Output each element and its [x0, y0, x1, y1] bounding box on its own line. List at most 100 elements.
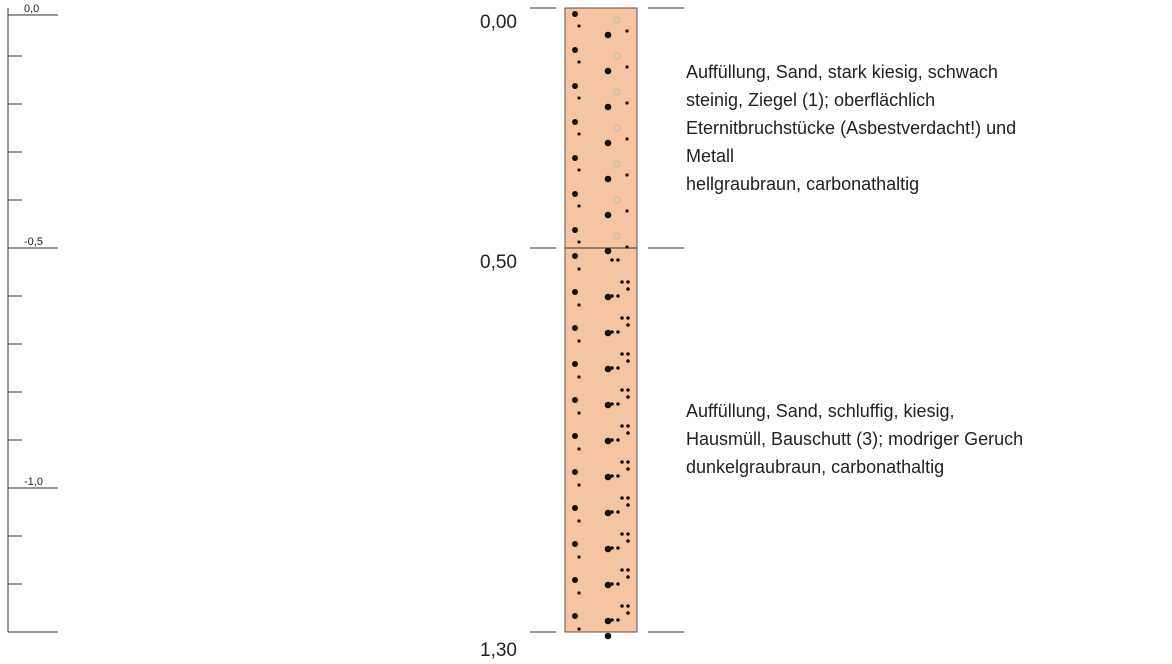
depth-label: 1,30 [480, 640, 517, 661]
gravel [577, 591, 580, 594]
gravel [625, 65, 628, 68]
silt [626, 568, 630, 572]
gravel [572, 289, 578, 295]
gravel [572, 361, 578, 367]
silt [626, 611, 630, 615]
scale-label: -1,0 [24, 476, 43, 488]
scale-minor-ticks [8, 56, 22, 584]
silt [610, 366, 614, 370]
gravel [577, 411, 580, 414]
silt [610, 438, 614, 442]
silt [626, 316, 630, 320]
gravel [605, 510, 612, 517]
gravel [572, 613, 578, 619]
gravel [605, 104, 612, 111]
gravel [605, 366, 612, 373]
gravel [577, 132, 580, 135]
gravel [605, 402, 612, 409]
silt [610, 294, 614, 298]
layer-description: Eternitbruchstücke (Asbestverdacht!) und [686, 118, 1016, 138]
gravel [572, 469, 578, 475]
layer-description: Hausmüll, Bauschutt (3); modriger Geruch [686, 429, 1023, 449]
layer-description: hellgraubraun, carbonathaltig [686, 174, 919, 194]
gravel [605, 248, 612, 255]
silt [626, 287, 630, 291]
gravel [577, 204, 580, 207]
silt [616, 438, 620, 442]
gravel [572, 191, 578, 197]
silt [610, 330, 614, 334]
gravel [605, 330, 612, 337]
silt [620, 568, 624, 572]
gravel [625, 101, 628, 104]
gravel [605, 582, 612, 589]
silt [620, 460, 624, 464]
silt [626, 280, 630, 284]
silt [610, 510, 614, 514]
gravel [572, 397, 578, 403]
gravel [577, 519, 580, 522]
gravel [577, 168, 580, 171]
gravel [572, 505, 578, 511]
layer-description: steinig, Ziegel (1); oberflächlich [686, 90, 935, 110]
depth-label: 0,50 [480, 252, 517, 273]
silt [616, 330, 620, 334]
gravel [577, 60, 580, 63]
silt [626, 395, 630, 399]
silt [610, 474, 614, 478]
gravel [605, 140, 612, 147]
gravel [572, 155, 578, 161]
gravel [577, 240, 580, 243]
silt [616, 618, 620, 622]
gravel [577, 96, 580, 99]
silt [626, 424, 630, 428]
silt [610, 258, 614, 262]
gravel [572, 83, 578, 89]
silt [626, 388, 630, 392]
gravel [577, 447, 580, 450]
silt [626, 323, 630, 327]
scale-label: -0,5 [24, 236, 43, 248]
page: 0,0 -0,5 -1,0 0,00 0,50 1,30 Auffüllung,… [0, 0, 1172, 664]
silt [610, 402, 614, 406]
borehole-log: 0,0 -0,5 -1,0 0,00 0,50 1,30 Auffüllung,… [0, 0, 1172, 664]
silt [610, 618, 614, 622]
layer-description: dunkelgraubraun, carbonathaltig [686, 457, 944, 477]
gravel [605, 633, 612, 640]
silt [620, 388, 624, 392]
silt [620, 604, 624, 608]
gravel [577, 483, 580, 486]
silt [620, 280, 624, 284]
gravel [577, 303, 580, 306]
silt [626, 359, 630, 363]
gravel [577, 627, 580, 630]
gravel [572, 433, 578, 439]
gravel [572, 11, 578, 17]
silt [626, 352, 630, 356]
gravel [572, 325, 578, 331]
gravel [605, 474, 612, 481]
gravel [625, 137, 628, 140]
gravel [605, 438, 612, 445]
silt [610, 546, 614, 550]
layer-description: Auffüllung, Sand, schluffig, kiesig, [686, 401, 955, 421]
silt [626, 431, 630, 435]
silt [626, 532, 630, 536]
gravel [572, 253, 578, 259]
silt [616, 294, 620, 298]
gravel [572, 119, 578, 125]
scale-label: 0,0 [24, 3, 39, 15]
gravel [605, 546, 612, 553]
gravel [625, 209, 628, 212]
gravel [605, 68, 612, 75]
depth-label: 0,00 [480, 12, 517, 33]
gravel [625, 29, 628, 32]
gravel [577, 339, 580, 342]
gravel [572, 541, 578, 547]
gravel [572, 577, 578, 583]
silt [620, 496, 624, 500]
layer-description: Metall [686, 146, 734, 166]
silt [620, 352, 624, 356]
silt [620, 532, 624, 536]
silt [616, 582, 620, 586]
